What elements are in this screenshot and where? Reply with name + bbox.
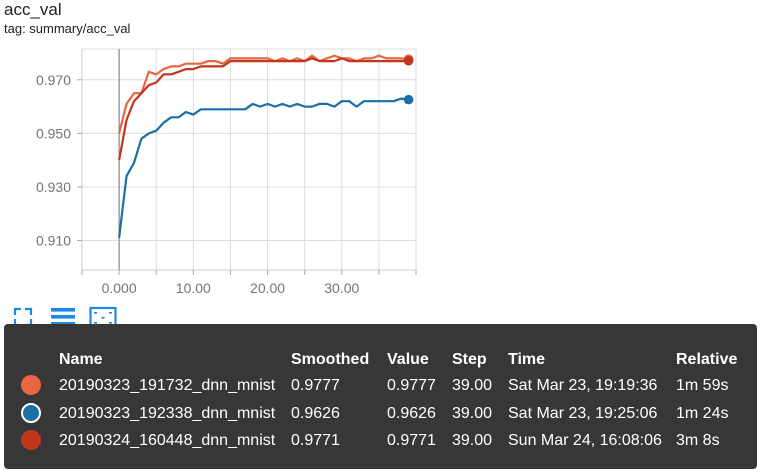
- run-name: 20190323_192338_dnn_mnist: [59, 405, 276, 422]
- header-smoothed: Smoothed: [291, 351, 370, 368]
- x-tick-label: 30.00: [324, 280, 359, 296]
- table-row: 20190324_160448_dnn_mnist 0.9771 0.9771 …: [4, 428, 757, 456]
- series-endpoint: [403, 55, 414, 66]
- relative-value: 1m 24s: [676, 405, 729, 422]
- step-value: 39.00: [452, 377, 493, 394]
- step-value: 39.00: [452, 405, 493, 422]
- chart-title: acc_val: [4, 0, 62, 19]
- smoothed-value: 0.9626: [291, 405, 340, 422]
- series-line: [118, 54, 409, 134]
- table-row: 20190323_191732_dnn_mnist 0.9777 0.9777 …: [4, 373, 757, 401]
- run-color-swatch: [21, 375, 41, 395]
- raw-value: 0.9777: [387, 377, 436, 394]
- series-endpoint: [403, 94, 414, 105]
- series-line: [118, 57, 409, 161]
- table-row: 20190323_192338_dnn_mnist 0.9626 0.9626 …: [4, 401, 757, 429]
- smoothed-value: 0.9777: [291, 377, 340, 394]
- tooltip-table: Name Smoothed Value Step Time Relative 2…: [4, 324, 757, 469]
- time-value: Sun Mar 24, 16:08:06: [508, 432, 662, 449]
- raw-value: 0.9771: [387, 432, 436, 449]
- relative-value: 3m 8s: [676, 432, 720, 449]
- step-value: 39.00: [452, 432, 493, 449]
- line-chart[interactable]: 0.910 0.930 0.950 0.970 0.000 10.00 20.00 30.00: [0, 0, 763, 306]
- x-tick-label: 20.00: [250, 280, 285, 296]
- header-step: Step: [452, 351, 487, 368]
- run-color-swatch: [21, 430, 41, 450]
- x-tick-label: 10.00: [176, 280, 211, 296]
- toggle-log-scale-icon: [51, 308, 75, 326]
- relative-value: 1m 59s: [676, 377, 729, 394]
- series-line: [118, 97, 409, 239]
- run-color-swatch: [21, 403, 41, 423]
- time-value: Sat Mar 23, 19:25:06: [508, 405, 658, 422]
- y-tick-label: 0.910: [36, 233, 71, 249]
- raw-value: 0.9626: [387, 405, 436, 422]
- header-value: Value: [387, 351, 429, 368]
- y-tick-label: 0.950: [36, 125, 71, 141]
- y-tick-label: 0.930: [36, 179, 71, 195]
- x-tick-label: 0.000: [102, 280, 137, 296]
- toggle-log-scale-button[interactable]: [50, 306, 76, 330]
- smoothed-value: 0.9771: [291, 432, 340, 449]
- chart-tag: tag: summary/acc_val: [4, 21, 131, 36]
- header-relative: Relative: [676, 351, 738, 368]
- time-value: Sat Mar 23, 19:19:36: [508, 377, 658, 394]
- y-tick-label: 0.970: [36, 72, 71, 88]
- run-name: 20190323_191732_dnn_mnist: [59, 377, 276, 394]
- header-time: Time: [508, 351, 546, 368]
- header-name: Name: [59, 351, 103, 368]
- run-name: 20190324_160448_dnn_mnist: [59, 432, 276, 449]
